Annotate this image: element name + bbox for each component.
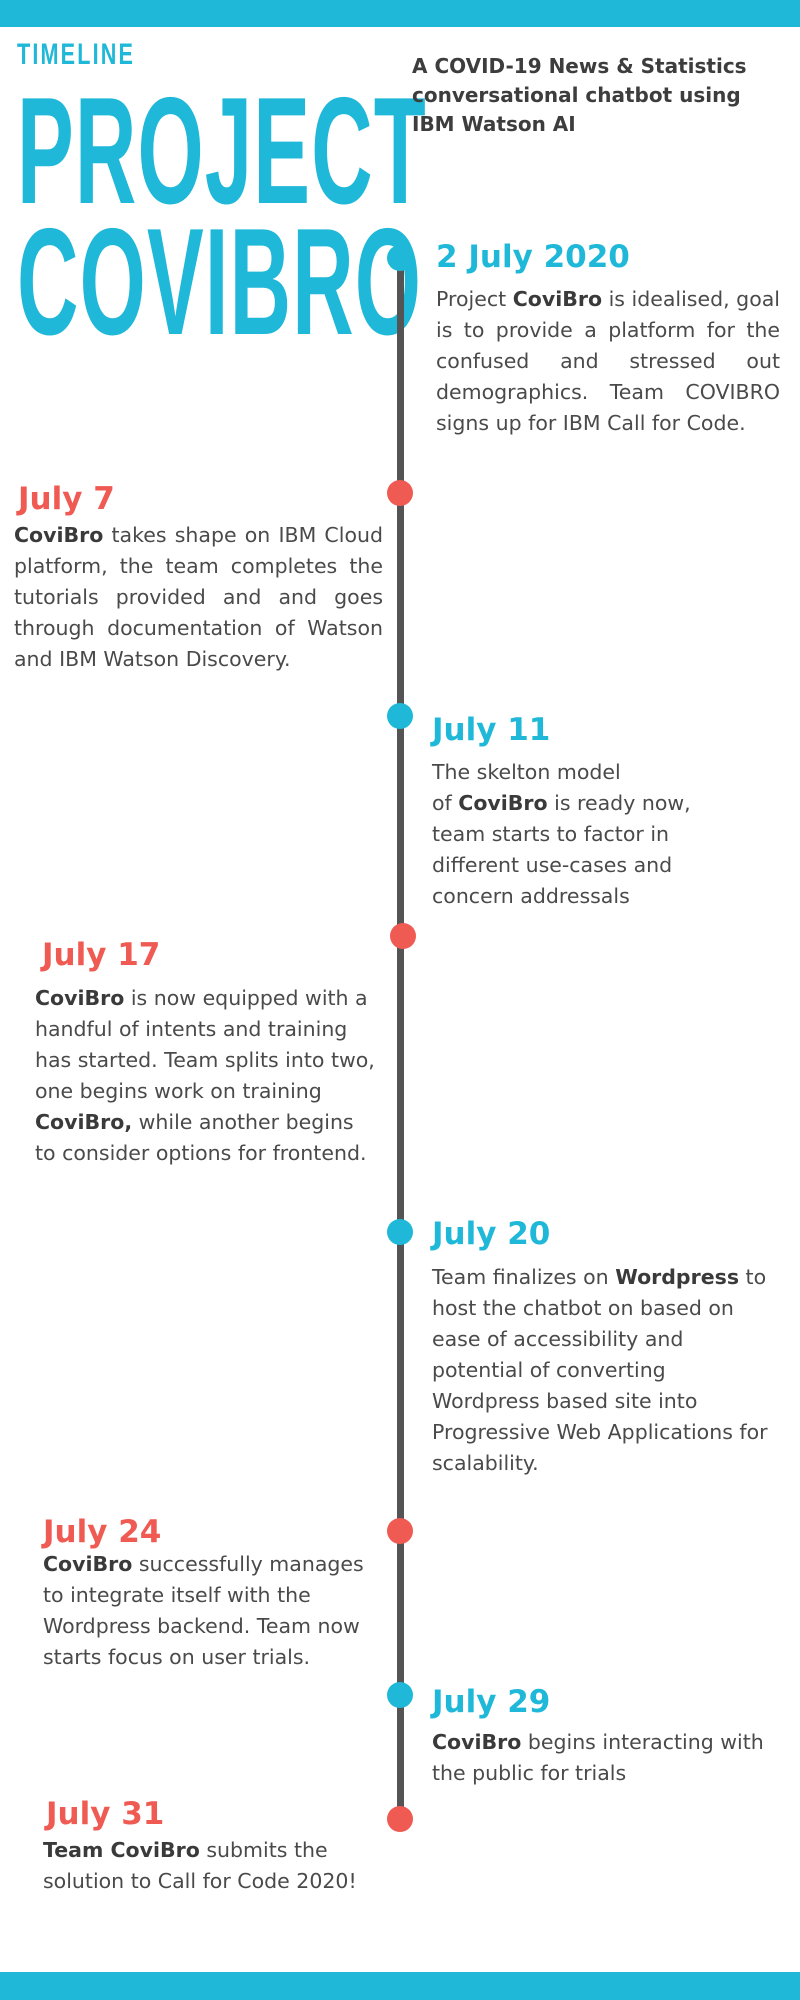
event-description: Project CoviBro is idealised, goal is to…: [436, 287, 780, 435]
subtitle: A COVID-19 News & Statistics conversatio…: [412, 54, 747, 136]
emphasis-text: CoviBro: [43, 1552, 133, 1576]
title-line-covibro: COVIBRO: [17, 197, 423, 367]
event-date: 2 July 2020: [436, 239, 630, 275]
timeline-marker: [387, 1518, 413, 1544]
emphasis-text: CoviBro: [512, 287, 603, 311]
event-date: July 7: [18, 481, 115, 517]
timeline-marker: [387, 1806, 413, 1832]
event-date: July 17: [42, 937, 161, 973]
timeline-marker: [387, 480, 413, 506]
event-date: July 31: [46, 1796, 165, 1832]
emphasis-text: CoviBro,: [35, 1110, 133, 1134]
timeline-kicker: TIMELINE: [17, 38, 136, 71]
timeline-axis: [397, 258, 404, 1820]
bottom-band: [0, 1972, 800, 2000]
timeline-marker: [387, 1682, 413, 1708]
timeline-marker: [387, 245, 413, 271]
event-description: CoviBro is now equipped with a handful o…: [35, 986, 375, 1165]
timeline-marker: [387, 703, 413, 729]
event-description: The skelton model of CoviBro is ready now…: [432, 760, 691, 908]
top-band: [0, 0, 800, 27]
event-date: July 24: [43, 1514, 162, 1550]
event-date: July 29: [432, 1684, 551, 1720]
emphasis-text: Wordpress: [615, 1265, 740, 1289]
emphasis-text: Team CoviBro: [43, 1838, 200, 1862]
emphasis-text: CoviBro: [432, 1730, 522, 1754]
event-description: Team finalizes on Wordpress to host the c…: [432, 1265, 768, 1475]
emphasis-text: CoviBro: [35, 986, 125, 1010]
emphasis-text: CoviBro: [14, 523, 104, 547]
event-description: Team CoviBro submits the solution to Call…: [43, 1838, 357, 1893]
event-description: CoviBro begins interacting with the publi…: [432, 1730, 764, 1785]
title-line-project: PROJECT: [17, 66, 427, 236]
event-description: CoviBro successfully manages to integrate…: [43, 1552, 364, 1669]
emphasis-text: CoviBro: [458, 791, 548, 815]
timeline-marker: [390, 923, 416, 949]
event-date: July 11: [432, 712, 551, 748]
event-description: CoviBro takes shape on IBM Cloud platfor…: [14, 523, 383, 671]
event-date: July 20: [432, 1216, 551, 1252]
timeline-marker: [387, 1219, 413, 1245]
